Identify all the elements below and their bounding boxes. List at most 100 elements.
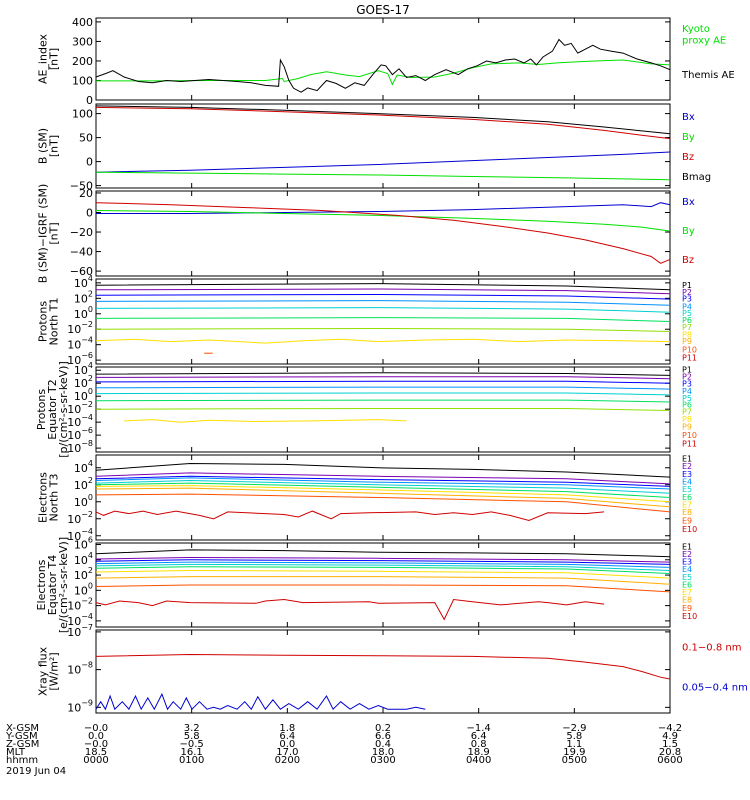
x-row-value: 0400 — [466, 755, 491, 766]
series-line-e6 — [95, 482, 671, 498]
series-line-e10 — [95, 510, 605, 522]
legend-label: E2 — [682, 550, 692, 559]
y-tick-exponent: −6 — [81, 426, 93, 435]
x-row-value: 0600 — [657, 755, 682, 766]
y-tick-exponent: −2 — [81, 400, 93, 409]
y-tick-exponent: −2 — [81, 320, 93, 329]
y-tick-label: −20 — [70, 226, 93, 239]
legend-label: P1 — [682, 281, 692, 290]
y-tick-exponent: 0 — [88, 305, 93, 314]
x-row-label: MLT — [6, 747, 26, 758]
y-axis-label: [e/(cm²-s-sr-keV)] — [57, 537, 70, 633]
legend-label: P10 — [682, 346, 697, 355]
y-axis-label: AE_index — [37, 33, 50, 84]
y-tick-label: 0 — [86, 94, 93, 107]
x-row-value: 0300 — [370, 755, 395, 766]
legend-label: P3 — [682, 295, 692, 304]
x-row-value: 6.6 — [375, 731, 391, 742]
x-row-value: 0.8 — [471, 739, 487, 750]
series-line-p3 — [95, 293, 671, 300]
series-line-kyoto-proxy-ae — [96, 59, 671, 86]
y-axis-label: Protons — [35, 389, 48, 430]
x-row-value: 5.8 — [566, 731, 582, 742]
series-line-p2 — [95, 288, 671, 295]
y-axis-label: Equator T4 — [46, 555, 59, 615]
y-tick-exponent: 4 — [88, 274, 93, 283]
series-line-e8 — [95, 576, 671, 585]
series-line-p5 — [95, 307, 671, 313]
x-row-value: 6.4 — [471, 731, 487, 742]
y-tick-exponent: 0 — [88, 581, 93, 590]
x-axis-table: X-GSM −0.0 3.2 1.8 0.2 −1.4 −2.9 −4.2 Y-GSM 0.0 5.… — [5, 723, 683, 777]
series-line-e9 — [95, 493, 671, 513]
x-row-value: 17.0 — [276, 747, 298, 758]
series-line-e9 — [95, 584, 671, 593]
y-tick-label: 400 — [72, 16, 93, 29]
legend-label: E5 — [682, 485, 692, 494]
y-tick-exponent: 0 — [88, 493, 93, 502]
x-row-value: −0.0 — [84, 723, 108, 734]
legend-label: E3 — [682, 558, 692, 567]
legend-label: P6 — [682, 401, 692, 410]
legend-label: Bx — [682, 112, 695, 123]
legend-label: E1 — [682, 543, 692, 552]
x-row-value: −1.4 — [467, 723, 491, 734]
x-row-value: 18.0 — [372, 747, 394, 758]
series-line-p4 — [95, 300, 671, 306]
legend-label: By — [682, 226, 695, 237]
series-line-p7 — [95, 408, 671, 411]
y-tick-label: 0 — [86, 206, 93, 219]
y-axis-label: Protons — [37, 301, 50, 342]
y-tick-label: 104 — [74, 459, 93, 475]
x-row-value: 0200 — [275, 755, 300, 766]
panel-frame — [95, 190, 671, 277]
legend-label: E10 — [682, 612, 697, 621]
panel-frame — [95, 629, 671, 714]
legend-label: E6 — [682, 493, 692, 502]
y-tick-label: 104 — [74, 551, 93, 567]
legend-label: E7 — [682, 500, 692, 509]
y-tick-exponent: 0 — [88, 387, 93, 396]
legend-label: Kyoto — [682, 24, 710, 35]
y-tick-label: 106 — [74, 536, 93, 552]
legend-label: proxy AE — [682, 35, 726, 46]
y-tick-exponent: −8 — [81, 439, 93, 448]
x-row-value: −2.9 — [562, 723, 586, 734]
legend-label: P11 — [682, 440, 697, 449]
date-label: 2019 Jun 04 — [6, 766, 66, 777]
legend-label: P3 — [682, 379, 692, 388]
legend-label: P2 — [682, 373, 692, 382]
y-tick-exponent: −4 — [81, 413, 93, 422]
series-line-p8 — [124, 419, 407, 423]
legend-label: P9 — [682, 423, 692, 432]
y-tick-label: 102 — [74, 476, 93, 492]
y-tick-exponent: −4 — [81, 527, 93, 536]
y-tick-label: 100 — [74, 305, 93, 321]
series-line-themis-ae — [95, 38, 671, 93]
x-row-value: 0000 — [83, 755, 108, 766]
series-line-p1 — [95, 372, 671, 376]
series-line-bz — [95, 106, 671, 140]
y-tick-label: 10−4 — [67, 336, 93, 352]
x-row-value: 18.9 — [468, 747, 490, 758]
x-row-value: −0.0 — [84, 739, 108, 750]
x-row-value: 3.2 — [184, 723, 200, 734]
legend-label: P6 — [682, 316, 692, 325]
series-line-p5 — [95, 392, 671, 396]
y-tick-label: 100 — [72, 74, 93, 87]
y-tick-label: 100 — [74, 493, 93, 509]
legend-label: E4 — [682, 478, 692, 487]
x-row-value: 0500 — [562, 755, 587, 766]
legend-label: P4 — [682, 387, 692, 396]
legend-label: E3 — [682, 470, 692, 479]
x-row-value: 19.9 — [563, 747, 585, 758]
y-tick-exponent: −4 — [81, 612, 93, 621]
y-tick-exponent: 2 — [88, 289, 93, 298]
series-line-e2 — [95, 556, 671, 563]
legend-label: E1 — [682, 455, 692, 464]
y-tick-label: 102 — [74, 289, 93, 305]
